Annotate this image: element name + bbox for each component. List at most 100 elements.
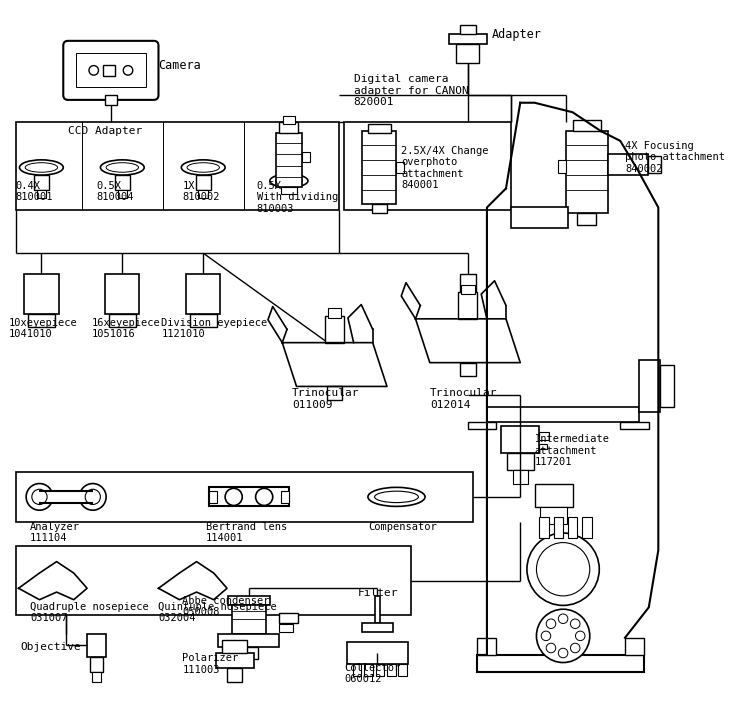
Bar (302, 152, 310, 162)
Bar (375, 665, 384, 676)
Circle shape (124, 65, 132, 75)
Circle shape (527, 533, 599, 605)
Bar (240, 647, 258, 658)
Text: Digital camera
adapter for CANON
820001: Digital camera adapter for CANON 820001 (354, 74, 468, 107)
Ellipse shape (374, 491, 418, 503)
FancyBboxPatch shape (64, 41, 158, 100)
Bar (16, 472, 473, 522)
Bar (347, 641, 408, 665)
Bar (281, 491, 289, 503)
Bar (457, 43, 480, 63)
Bar (186, 274, 221, 314)
Bar (227, 668, 242, 682)
Bar (648, 156, 661, 173)
Circle shape (559, 614, 568, 624)
Bar (118, 191, 127, 198)
Bar (458, 292, 477, 319)
Bar (468, 422, 497, 429)
Bar (218, 634, 280, 647)
Text: 1X
810002: 1X 810002 (182, 181, 220, 203)
Text: Adapter: Adapter (491, 28, 542, 41)
Bar (540, 508, 567, 525)
Bar (327, 387, 342, 400)
Text: 0.5X
810004: 0.5X 810004 (97, 181, 134, 203)
Circle shape (32, 489, 47, 505)
Bar (374, 596, 380, 623)
Bar (328, 309, 341, 318)
Circle shape (546, 643, 556, 653)
Bar (511, 208, 568, 228)
Text: Quintuple nosepiece
032004: Quintuple nosepiece 032004 (158, 602, 278, 624)
Bar (660, 365, 673, 407)
Text: Abbe condenser
050008: Abbe condenser 050008 (182, 596, 270, 617)
Ellipse shape (101, 160, 144, 175)
Bar (215, 653, 254, 668)
Text: Polarizer
111003: Polarizer 111003 (182, 653, 238, 675)
Bar (325, 316, 344, 343)
Circle shape (559, 648, 568, 658)
Text: 16xeyepiece
1051016: 16xeyepiece 1051016 (92, 318, 161, 339)
Bar (568, 517, 577, 538)
Bar (449, 34, 487, 43)
Bar (460, 363, 476, 376)
Bar (368, 124, 391, 133)
Bar (34, 175, 49, 191)
Bar (195, 175, 211, 191)
Bar (115, 175, 130, 191)
Bar (362, 132, 397, 203)
Polygon shape (18, 562, 87, 599)
Bar (460, 274, 476, 297)
Text: Trinocular
011009: Trinocular 011009 (292, 388, 359, 410)
Circle shape (85, 489, 101, 505)
Circle shape (536, 609, 590, 663)
Bar (625, 638, 644, 655)
Polygon shape (282, 343, 387, 387)
Bar (280, 613, 298, 623)
Text: 4X Focusing
photo attachment
840002: 4X Focusing photo attachment 840002 (625, 141, 725, 174)
Circle shape (255, 488, 273, 506)
Bar (397, 162, 404, 173)
Bar (477, 655, 644, 672)
Bar (209, 491, 217, 503)
Bar (275, 133, 302, 186)
Circle shape (546, 619, 556, 629)
Text: Collector
060012: Collector 060012 (344, 663, 400, 684)
Ellipse shape (25, 163, 58, 172)
Bar (92, 672, 101, 682)
Circle shape (89, 65, 98, 75)
Bar (398, 665, 407, 676)
Bar (36, 191, 46, 198)
Circle shape (571, 619, 580, 629)
Bar (28, 314, 55, 327)
Bar (362, 623, 393, 632)
Bar (198, 191, 208, 198)
Text: Camera: Camera (158, 59, 201, 72)
Text: Trinocular
012014: Trinocular 012014 (430, 388, 497, 410)
Bar (75, 53, 146, 87)
Ellipse shape (19, 160, 64, 175)
Bar (461, 284, 474, 294)
Text: Filter: Filter (357, 588, 398, 598)
Circle shape (541, 631, 551, 641)
Text: 10xeyepiece
1041010: 10xeyepiece 1041010 (9, 318, 78, 339)
Circle shape (225, 488, 242, 506)
Bar (566, 132, 608, 213)
Bar (90, 657, 104, 672)
Bar (539, 444, 547, 449)
Bar (281, 186, 297, 194)
Bar (539, 432, 549, 440)
Circle shape (26, 483, 53, 510)
Bar (487, 407, 639, 422)
Bar (109, 314, 135, 327)
Bar (371, 203, 387, 213)
Bar (280, 624, 293, 632)
Bar (209, 487, 289, 506)
Bar (559, 160, 566, 173)
Text: 0.5X
With dividing
810003: 0.5X With dividing 810003 (257, 181, 337, 214)
Bar (534, 483, 573, 508)
Text: Division eyepiece
1121010: Division eyepiece 1121010 (161, 318, 268, 339)
Bar (105, 274, 139, 314)
Bar (582, 517, 592, 538)
Circle shape (536, 542, 590, 596)
Bar (620, 422, 649, 429)
